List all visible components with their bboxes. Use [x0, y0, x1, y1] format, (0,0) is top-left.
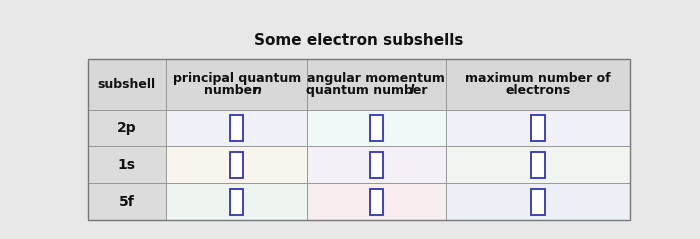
Text: n: n — [253, 84, 262, 97]
FancyBboxPatch shape — [446, 59, 630, 110]
FancyBboxPatch shape — [166, 183, 307, 220]
FancyBboxPatch shape — [230, 152, 244, 178]
FancyBboxPatch shape — [446, 183, 630, 220]
FancyBboxPatch shape — [307, 183, 446, 220]
FancyBboxPatch shape — [88, 110, 166, 147]
Text: maximum number of: maximum number of — [465, 72, 610, 85]
Text: 1s: 1s — [118, 158, 136, 172]
Text: angular momentum: angular momentum — [307, 72, 445, 85]
Text: electrons: electrons — [505, 84, 570, 97]
Text: 5f: 5f — [119, 195, 134, 209]
FancyBboxPatch shape — [446, 147, 630, 183]
Text: Some electron subshells: Some electron subshells — [254, 33, 463, 48]
FancyBboxPatch shape — [531, 189, 545, 215]
Text: principal quantum: principal quantum — [173, 72, 301, 85]
FancyBboxPatch shape — [446, 110, 630, 147]
FancyBboxPatch shape — [370, 115, 383, 141]
Text: 2p: 2p — [117, 121, 136, 135]
FancyBboxPatch shape — [307, 110, 446, 147]
Text: l: l — [410, 84, 414, 97]
Text: quantum number: quantum number — [306, 84, 428, 97]
FancyBboxPatch shape — [166, 110, 307, 147]
FancyBboxPatch shape — [166, 59, 307, 110]
FancyBboxPatch shape — [230, 189, 244, 215]
FancyBboxPatch shape — [370, 152, 383, 178]
FancyBboxPatch shape — [88, 147, 166, 183]
FancyBboxPatch shape — [88, 59, 166, 110]
Text: subshell: subshell — [98, 78, 156, 91]
FancyBboxPatch shape — [307, 147, 446, 183]
FancyBboxPatch shape — [230, 115, 244, 141]
FancyBboxPatch shape — [531, 152, 545, 178]
FancyBboxPatch shape — [531, 115, 545, 141]
FancyBboxPatch shape — [307, 59, 446, 110]
Text: number: number — [204, 84, 258, 97]
FancyBboxPatch shape — [370, 189, 383, 215]
FancyBboxPatch shape — [166, 147, 307, 183]
FancyBboxPatch shape — [88, 183, 166, 220]
